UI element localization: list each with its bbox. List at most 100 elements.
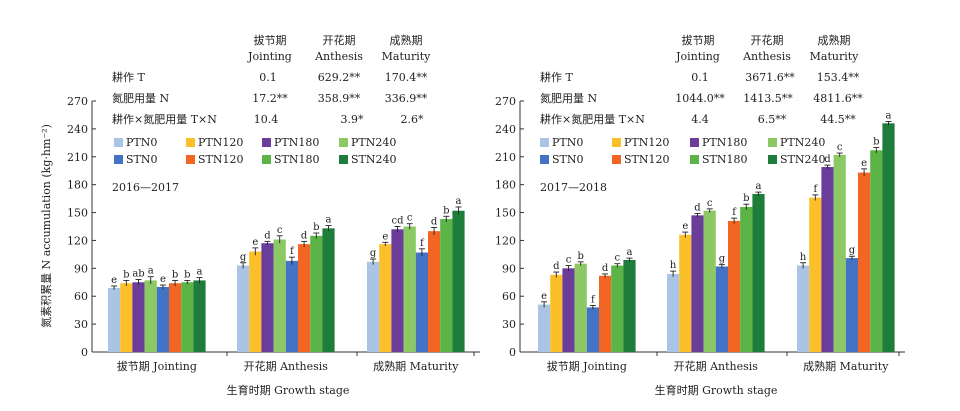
left-legend-swatch	[114, 138, 123, 147]
right-significance-letter: b	[743, 193, 749, 204]
right-bar	[797, 265, 810, 352]
right-legend-label: STN240	[780, 153, 826, 166]
right-stat-t-jointing: 0.1	[691, 71, 709, 84]
right-bar	[586, 307, 599, 352]
left-bar	[440, 219, 453, 352]
left-y-tick-label: 60	[74, 290, 88, 303]
right-bar	[562, 268, 575, 352]
right-header-anthesis-zh: 开花期	[751, 34, 784, 47]
right-header-anthesis-en: Anthesis	[742, 50, 791, 63]
right-legend-label: PTN0	[552, 136, 583, 149]
right-significance-letter: d	[824, 154, 831, 165]
left-significance-letter: a	[197, 267, 203, 278]
left-bar	[108, 287, 121, 352]
left-header-maturity-en: Maturity	[382, 50, 432, 63]
right-significance-letter: b	[577, 251, 583, 262]
right-bar	[809, 197, 822, 352]
left-bar	[415, 252, 428, 352]
right-legend-swatch	[612, 155, 621, 164]
right-significance-letter: c	[614, 253, 620, 264]
left-bar	[310, 235, 323, 352]
right-bar	[833, 154, 846, 352]
left-bar	[391, 229, 404, 352]
right-significance-letter: c	[837, 142, 843, 153]
right-y-tick-label: 210	[495, 151, 516, 164]
right-legend-swatch	[768, 155, 777, 164]
left-legend-swatch	[262, 155, 271, 164]
left-header-anthesis-en: Anthesis	[314, 50, 363, 63]
left-legend-swatch	[339, 138, 348, 147]
left-y-tick-label: 270	[67, 95, 88, 108]
right-stat-n-maturity: 4811.6**	[813, 92, 863, 105]
left-significance-letter: e	[111, 275, 117, 286]
left-legend-swatch	[186, 155, 195, 164]
left-stat-t-anthesis: 629.2**	[318, 71, 361, 84]
right-legend-label: STN180	[702, 153, 748, 166]
right-y-tick-label: 270	[495, 95, 516, 108]
left-bar	[379, 244, 392, 352]
right-bar	[538, 304, 551, 352]
left-legend-label: PTN240	[351, 136, 396, 149]
right-significance-letter: e	[682, 221, 688, 232]
right-significance-letter: d	[694, 202, 701, 213]
right-stats-block: 拔节期 Jointing 开花期 Anthesis 成熟期 Maturity 耕…	[540, 33, 863, 126]
right-bar	[550, 274, 563, 352]
right-header-maturity-en: Maturity	[810, 50, 860, 63]
left-y-tick-label: 120	[67, 234, 88, 247]
left-legend-label: PTN180	[274, 136, 319, 149]
left-legend-label: PTN0	[126, 136, 157, 149]
right-significance-letter: c	[707, 198, 713, 209]
right-significance-letter: h	[670, 260, 677, 271]
left-bar	[273, 239, 286, 352]
left-bar	[403, 226, 416, 352]
left-stat-n-anthesis: 358.9**	[318, 92, 361, 105]
left-header-anthesis-zh: 开花期	[323, 34, 356, 47]
right-bar	[752, 193, 765, 352]
left-significance-letter: a	[326, 215, 332, 226]
left-legend-label: STN240	[351, 153, 397, 166]
left-header-jointing-en: Jointing	[247, 50, 292, 63]
left-legend-label: STN120	[198, 153, 244, 166]
left-stat-n-maturity: 336.9**	[385, 92, 428, 105]
right-y-tick-label: 90	[502, 262, 516, 275]
right-bar	[845, 258, 858, 352]
left-significance-letter: c	[407, 213, 413, 224]
left-stat-n-jointing: 17.2**	[252, 92, 288, 105]
right-bar	[574, 263, 587, 352]
left-chart-title: 2016—2017	[112, 181, 179, 194]
right-significance-letter: f	[591, 295, 596, 306]
right-significance-letter: c	[566, 255, 572, 266]
right-bar	[728, 220, 741, 352]
left-significance-letter: e	[252, 237, 258, 248]
left-significance-letter: b	[123, 269, 129, 280]
right-significance-letter: b	[873, 136, 879, 147]
right-x-axis-title: 生育时期 Growth stage	[655, 383, 778, 397]
left-y-tick-label: 240	[67, 123, 88, 136]
right-stat-label-interaction: 耕作×氮肥用量 T×N	[540, 112, 645, 126]
right-y-tick-label: 0	[509, 346, 516, 359]
left-bar	[452, 210, 465, 352]
right-legend-label: PTN180	[702, 136, 747, 149]
left-bar	[367, 261, 380, 352]
left-stat-tn-maturity: 2.6*	[401, 113, 424, 126]
left-legend-swatch	[186, 138, 195, 147]
right-y-tick-label: 60	[502, 290, 516, 303]
left-stat-label-tillage: 耕作 T	[112, 70, 145, 84]
left-y-tick-label: 30	[74, 318, 88, 331]
left-bar	[132, 282, 145, 352]
right-significance-letter: d	[602, 263, 609, 274]
left-stat-label-nitrogen: 氮肥用量 N	[112, 91, 169, 105]
left-significance-letter: a	[456, 196, 462, 207]
y-axis-title: 氮素积累量 N accumulation (kg·hm⁻²)	[39, 124, 53, 328]
left-significance-letter: e	[382, 231, 388, 242]
left-y-tick-label: 180	[67, 179, 88, 192]
left-bar	[193, 280, 206, 352]
right-bar	[599, 275, 612, 352]
right-stat-label-nitrogen: 氮肥用量 N	[540, 91, 597, 105]
left-legend-swatch	[339, 155, 348, 164]
right-legend-swatch	[690, 155, 699, 164]
right-legend-swatch	[540, 155, 549, 164]
left-bar	[181, 282, 194, 352]
right-significance-letter: f	[732, 207, 737, 218]
left-stat-tn-anthesis: 3.9*	[341, 113, 364, 126]
